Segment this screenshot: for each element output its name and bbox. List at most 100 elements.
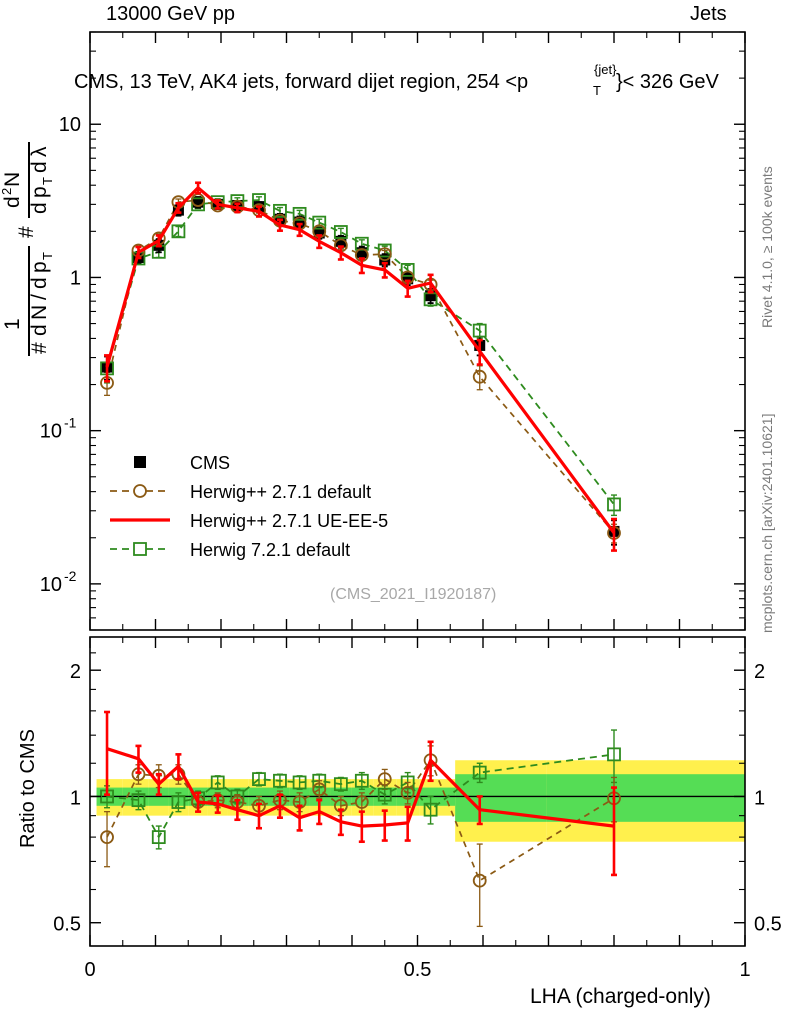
marker-herwig721 <box>191 197 205 212</box>
main-ytick-label: 1 <box>70 267 81 289</box>
ratio-marker-herwig721 <box>607 747 621 762</box>
svg-text:p: p <box>28 261 51 273</box>
marker-cms <box>425 290 437 302</box>
ratio-marker-herwig721 <box>423 802 438 817</box>
ratio-marker-herwigpp-default <box>100 830 114 845</box>
ratio-marker-herwig721 <box>171 795 186 809</box>
svg-text:T: T <box>40 177 55 185</box>
legend-label-1: Herwig++ 2.7.1 default <box>190 482 371 502</box>
svg-text:d: d <box>28 324 51 336</box>
main-ylabel: # d N / d p T 1 # d p T d λ d 2 N <box>0 28 56 358</box>
xaxis-tick-label: 0.5 <box>404 959 432 981</box>
ratio-ytick-label-right: 1 <box>754 787 765 809</box>
marker-herwig721 <box>273 203 287 218</box>
side-text-mcplots: mcplots.cern.ch [arXiv:2401.10621] <box>756 350 776 635</box>
svg-text:#: # <box>28 342 51 354</box>
svg-text:1: 1 <box>1 318 24 330</box>
main-ytick-exponent: -2 <box>64 568 77 584</box>
ratio-ylabel-text: Ratio to CMS <box>17 729 39 848</box>
ratio-marker-herwig721 <box>273 773 287 788</box>
marker-herwig721 <box>377 243 392 258</box>
legend-marker-0 <box>134 456 146 468</box>
main-title-text: CMS, 13 TeV, AK4 jets, forward dijet reg… <box>74 71 528 93</box>
main-title-tail: }< 326 GeV <box>616 71 720 93</box>
svg-text:d: d <box>28 161 51 173</box>
side-rivet-label: Rivet 4.1.0, ≥ 100k events <box>759 166 775 328</box>
xaxis-tick-label: 0 <box>84 959 95 981</box>
watermark: (CMS_2021_I1920187) <box>330 586 496 604</box>
svg-text:N: N <box>28 305 51 320</box>
header-left: 13000 GeV pp <box>106 3 235 25</box>
ratio-marker-herwig721 <box>210 775 225 790</box>
marker-herwig721 <box>333 225 348 239</box>
marker-cms <box>313 227 325 239</box>
ratio-marker-herwigpp-default <box>354 795 369 809</box>
ratio-ytick-label: 1 <box>70 787 81 809</box>
legend-label-0: CMS <box>190 453 230 473</box>
ratio-marker-herwig721 <box>131 793 146 808</box>
main-ytick-label: 10 <box>40 574 62 596</box>
legend-marker-1 <box>133 484 147 498</box>
ratio-marker-herwig721 <box>151 830 166 845</box>
ratio-marker-herwigpp-default <box>312 782 327 797</box>
ratio-ylabel: Ratio to CMS <box>14 690 40 850</box>
marker-cms <box>356 247 368 259</box>
marker-cms <box>335 235 347 247</box>
ratio-ytick-label-right: 0.5 <box>754 914 782 936</box>
marker-herwig721 <box>312 215 327 230</box>
series-line-herwigpp-ueee5 <box>105 186 616 534</box>
legend-label-2: Herwig++ 2.7.1 UE-EE-5 <box>190 511 388 531</box>
ratio-marker-herwig721 <box>472 765 487 780</box>
main-ytick-label: 10 <box>40 421 62 443</box>
svg-text:p: p <box>28 186 51 198</box>
side-text-rivet: Rivet 4.1.0, ≥ 100k events <box>756 30 776 330</box>
legend-marker-3 <box>133 542 147 556</box>
ratio-ytick-label-right: 2 <box>754 661 765 683</box>
legend-label-3: Herwig 7.2.1 default <box>190 540 350 560</box>
ratio-marker-herwig721 <box>292 775 307 790</box>
svg-text:/: / <box>28 294 51 300</box>
marker-herwig721 <box>400 263 415 277</box>
ratio-ytick-label: 0.5 <box>53 914 81 936</box>
uncertainty-band-inner <box>546 774 745 822</box>
main-title-sub: T <box>593 83 601 98</box>
svg-text:#: # <box>15 226 38 238</box>
xaxis-label-text: LHA (charged-only) <box>530 985 711 1008</box>
svg-text:λ: λ <box>28 146 51 157</box>
ratio-marker-herwigpp-default <box>400 785 415 800</box>
marker-herwigpp-default <box>377 247 392 262</box>
svg-text:2: 2 <box>0 188 14 195</box>
ratio-marker-herwig721 <box>354 773 369 788</box>
marker-herwig721 <box>472 323 487 338</box>
main-title-sup: {jet} <box>594 64 617 77</box>
ratio-marker-herwigpp-default <box>377 772 392 787</box>
svg-text:d: d <box>28 277 51 289</box>
ratio-marker-herwig721 <box>377 787 392 802</box>
ratio-ytick-label: 2 <box>70 661 81 683</box>
watermark-text: (CMS_2021_I1920187) <box>330 586 497 603</box>
svg-text:d: d <box>1 196 24 208</box>
header-right: Jets <box>690 3 727 25</box>
marker-herwigpp-default <box>472 369 487 384</box>
ratio-marker-herwig721 <box>333 777 348 792</box>
main-panel-frame <box>89 31 746 631</box>
ratio-marker-herwig721 <box>252 772 266 787</box>
main-ytick-label: 10 <box>59 114 81 136</box>
marker-herwig721 <box>607 497 621 512</box>
main-ytick-exponent: -1 <box>64 415 77 431</box>
marker-cms <box>402 273 414 285</box>
svg-text:d: d <box>28 202 51 214</box>
svg-text:N: N <box>1 172 24 187</box>
marker-cms <box>294 216 306 228</box>
svg-text:T: T <box>40 252 55 260</box>
marker-cms <box>192 196 204 208</box>
xaxis-label: LHA (charged-only) <box>530 985 711 1009</box>
series-line-herwig721 <box>106 199 615 505</box>
ratio-marker-herwig721 <box>312 773 327 788</box>
main-title: CMS, 13 TeV, AK4 jets, forward dijet reg… <box>74 64 774 98</box>
xaxis-tick-label: 1 <box>739 959 750 981</box>
ratio-marker-herwigpp-default <box>472 873 487 888</box>
ratio-marker-herwig721 <box>400 775 415 790</box>
marker-herwig721 <box>171 224 186 239</box>
